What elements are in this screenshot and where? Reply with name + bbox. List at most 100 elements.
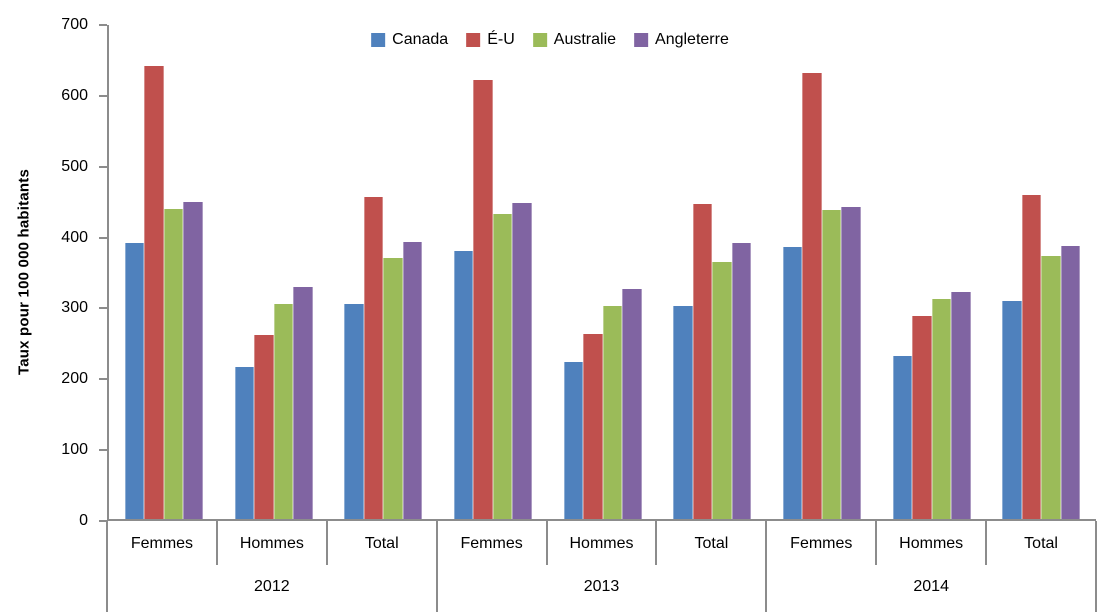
bar-canada-2013-total (673, 306, 693, 519)
y-tick-label: 0 (79, 512, 88, 529)
bar-angleterre-2014-hommes (951, 292, 971, 519)
year-group-2014 (767, 25, 1096, 519)
legend-swatch-e-u-icon (466, 33, 481, 47)
bar-e-u-2012-hommes (254, 334, 274, 519)
y-tick-label: 400 (61, 228, 88, 246)
bar-angleterre-2014-femmes (841, 206, 861, 519)
bar-australie-2013-femmes (492, 214, 513, 519)
year-group-2013 (438, 25, 767, 519)
bar-canada-2014-hommes (892, 356, 912, 519)
bar-canada-2013-hommes (563, 362, 583, 519)
year-separator (435, 521, 438, 612)
bar-e-u-2013-hommes (583, 334, 603, 519)
bar-australie-2014-femmes (821, 210, 842, 519)
y-tick-label: 500 (61, 157, 88, 175)
x-year-label-2014: 2014 (913, 578, 949, 595)
category-separator (985, 521, 988, 565)
category-separator (655, 521, 658, 565)
bar-australie-2014-total (1041, 256, 1061, 519)
bar-canada-2014-femmes (782, 246, 803, 519)
x-category-label-2014-hommes: Hommes (899, 535, 964, 552)
category-cell-2014-total (986, 25, 1096, 519)
category-separator (545, 521, 548, 565)
legend-item-australie: Australie (532, 31, 617, 49)
bar-angleterre-2014-total (1060, 246, 1081, 519)
bar-angleterre-2012-femmes (183, 202, 203, 519)
y-tick-mark (99, 165, 107, 168)
x-axis-category-row: Femmes Hommes Total Femmes Hommes Total Femmes… (107, 521, 1096, 566)
category-separator (875, 521, 878, 565)
legend-item-angleterre: Angleterre (634, 31, 729, 49)
category-cell-2012-hommes (219, 25, 329, 519)
x-category-label-2014-femmes: Femmes (790, 535, 853, 552)
legend-item-canada: Canada (371, 31, 448, 49)
y-tick-label: 600 (61, 86, 88, 104)
bars-container (109, 25, 1096, 519)
year-separator (106, 521, 108, 612)
legend-swatch-angleterre-icon (634, 33, 649, 47)
category-separator (215, 521, 218, 565)
bar-canada-2013-femmes (453, 251, 474, 519)
y-tick-label: 200 (61, 370, 88, 388)
legend-label: Angleterre (655, 31, 729, 48)
bar-angleterre-2012-hommes (293, 287, 313, 519)
x-category-label-2013-total: Total (694, 535, 729, 552)
y-tick-label: 100 (61, 441, 88, 459)
category-cell-2014-hommes (877, 25, 987, 519)
y-tick-mark (99, 24, 107, 26)
y-tick-mark (99, 520, 107, 522)
category-cell-2013-total (657, 25, 767, 519)
year-group-2012 (109, 25, 438, 519)
bar-e-u-2013-femmes (473, 79, 493, 519)
legend: Canada É-U Australie Angleterre (371, 31, 729, 49)
bar-australie-2013-hommes (602, 305, 622, 519)
category-cell-2013-hommes (548, 25, 658, 519)
bar-angleterre-2013-hommes (622, 288, 642, 519)
bar-australie-2012-hommes (273, 303, 293, 519)
bar-angleterre-2013-total (731, 242, 752, 519)
y-tick-mark (99, 378, 107, 381)
x-category-label-2012-total: Total (364, 535, 399, 552)
bar-e-u-2013-total (692, 204, 713, 519)
legend-swatch-canada-icon (371, 33, 386, 47)
bar-canada-2014-total (1002, 300, 1022, 519)
bar-australie-2012-total (383, 257, 403, 519)
category-cell-2013-femmes (438, 25, 548, 519)
legend-swatch-australie-icon (532, 33, 547, 47)
x-category-label-2012-hommes: Hommes (239, 535, 304, 552)
x-year-label-2012: 2012 (254, 578, 290, 595)
bar-canada-2012-total (344, 303, 364, 519)
bar-angleterre-2012-total (402, 241, 423, 519)
x-category-label-2013-femmes: Femmes (460, 535, 523, 552)
year-separator (1095, 521, 1097, 612)
x-year-label-2013: 2013 (583, 578, 620, 595)
y-tick-label: 700 (61, 16, 88, 33)
x-category-label-2012-femmes: Femmes (130, 535, 194, 552)
bar-angleterre-2013-femmes (512, 203, 532, 519)
bar-australie-2012-femmes (163, 209, 184, 519)
legend-label: Canada (392, 31, 449, 48)
year-separator (765, 521, 768, 612)
y-tick-mark (99, 94, 107, 97)
category-separator (325, 521, 328, 565)
bar-e-u-2012-total (363, 197, 384, 519)
y-axis-title: Taux pour 100 000 habitants (15, 168, 33, 376)
category-cell-2014-femmes (767, 25, 877, 519)
x-category-label-2013-hommes: Hommes (569, 535, 634, 552)
y-tick-mark (99, 307, 107, 310)
legend-item-e-u: É-U (466, 31, 515, 49)
legend-label: É-U (487, 31, 515, 48)
x-axis-year-row: 2012 2013 2014 (107, 566, 1096, 612)
y-tick-mark (99, 449, 107, 452)
legend-label: Australie (553, 31, 617, 48)
bar-e-u-2014-femmes (802, 72, 822, 519)
category-cell-2012-femmes (109, 25, 219, 519)
bar-e-u-2014-hommes (912, 315, 932, 519)
category-cell-2012-total (328, 25, 438, 519)
x-category-label-2014-total: Total (1024, 535, 1058, 552)
y-tick-mark (99, 236, 107, 239)
bar-australie-2013-total (712, 261, 732, 519)
bar-australie-2014-hommes (931, 299, 951, 519)
y-tick-label: 300 (61, 299, 88, 317)
